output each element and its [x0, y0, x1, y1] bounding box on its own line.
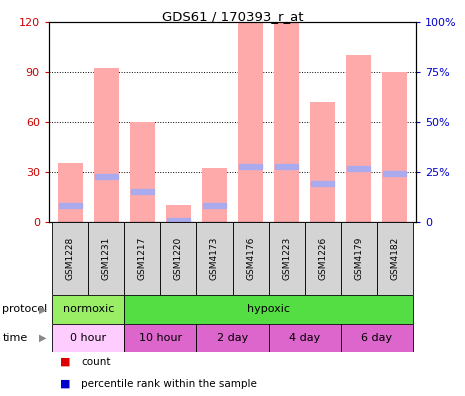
- Text: GSM4182: GSM4182: [390, 237, 399, 280]
- Text: GSM4176: GSM4176: [246, 237, 255, 280]
- Bar: [160, 222, 197, 295]
- Bar: [125, 222, 160, 295]
- Bar: [94, 69, 119, 222]
- Bar: [125, 324, 197, 352]
- Bar: [274, 22, 299, 222]
- Bar: [125, 295, 412, 324]
- Bar: [197, 324, 268, 352]
- Text: 0 hour: 0 hour: [70, 333, 106, 343]
- Bar: [167, 217, 190, 223]
- Bar: [232, 222, 268, 295]
- Text: GSM1231: GSM1231: [102, 237, 111, 280]
- Text: GSM1217: GSM1217: [138, 237, 147, 280]
- Text: ▶: ▶: [39, 333, 46, 343]
- Bar: [131, 189, 154, 194]
- Text: GSM1226: GSM1226: [318, 237, 327, 280]
- Bar: [239, 164, 262, 169]
- Text: ▶: ▶: [39, 304, 46, 314]
- Text: GSM4179: GSM4179: [354, 237, 363, 280]
- Text: ■: ■: [60, 357, 71, 367]
- Bar: [377, 222, 412, 295]
- Bar: [53, 295, 125, 324]
- Text: 10 hour: 10 hour: [139, 333, 182, 343]
- Bar: [59, 203, 82, 208]
- Bar: [347, 166, 370, 171]
- Bar: [203, 203, 226, 208]
- Text: 2 day: 2 day: [217, 333, 248, 343]
- Bar: [310, 102, 335, 222]
- Bar: [166, 205, 191, 222]
- Bar: [53, 324, 125, 352]
- Text: GSM1220: GSM1220: [174, 237, 183, 280]
- Bar: [53, 222, 88, 295]
- Text: count: count: [81, 357, 111, 367]
- Text: GDS61 / 170393_r_at: GDS61 / 170393_r_at: [162, 10, 303, 23]
- Bar: [383, 171, 406, 176]
- Bar: [58, 164, 83, 222]
- Text: 4 day: 4 day: [289, 333, 320, 343]
- Text: percentile rank within the sample: percentile rank within the sample: [81, 379, 257, 389]
- Text: 6 day: 6 day: [361, 333, 392, 343]
- Bar: [268, 222, 305, 295]
- Bar: [305, 222, 340, 295]
- Bar: [197, 222, 232, 295]
- Text: normoxic: normoxic: [63, 304, 114, 314]
- Text: hypoxic: hypoxic: [247, 304, 290, 314]
- Bar: [268, 324, 340, 352]
- Text: ■: ■: [60, 379, 71, 389]
- Text: GSM1223: GSM1223: [282, 237, 291, 280]
- Bar: [275, 164, 298, 169]
- Bar: [340, 222, 377, 295]
- Bar: [346, 55, 371, 222]
- Bar: [88, 222, 125, 295]
- Bar: [382, 72, 407, 222]
- Text: protocol: protocol: [2, 304, 47, 314]
- Bar: [130, 122, 155, 222]
- Bar: [95, 174, 118, 179]
- Bar: [202, 168, 227, 222]
- Text: GSM1228: GSM1228: [66, 237, 75, 280]
- Bar: [311, 181, 334, 186]
- Bar: [340, 324, 412, 352]
- Text: time: time: [2, 333, 27, 343]
- Bar: [238, 22, 263, 222]
- Text: GSM4173: GSM4173: [210, 237, 219, 280]
